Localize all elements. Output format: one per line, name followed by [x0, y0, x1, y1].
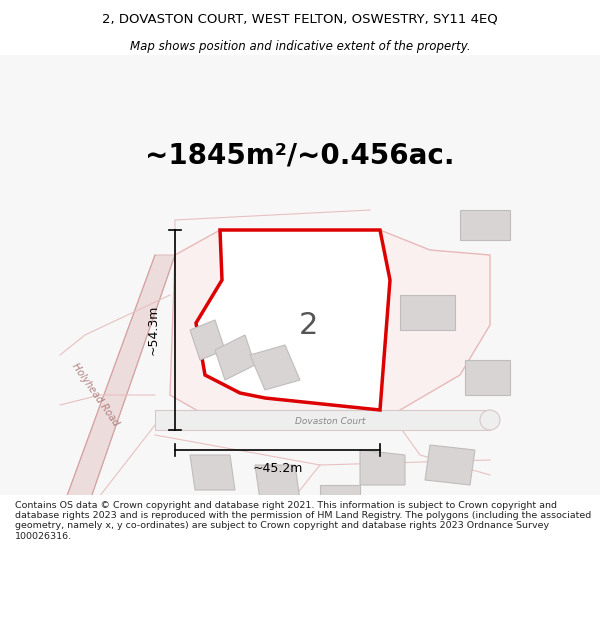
Text: ~45.2m: ~45.2m — [253, 461, 302, 474]
Text: Dovaston Court: Dovaston Court — [295, 418, 365, 426]
Ellipse shape — [480, 410, 500, 430]
Polygon shape — [60, 255, 175, 515]
Polygon shape — [320, 485, 360, 510]
Polygon shape — [425, 445, 475, 485]
Text: 2, DOVASTON COURT, WEST FELTON, OSWESTRY, SY11 4EQ: 2, DOVASTON COURT, WEST FELTON, OSWESTRY… — [102, 12, 498, 25]
Bar — [155, 410, 490, 430]
Text: ~54.3m: ~54.3m — [146, 305, 160, 355]
Polygon shape — [400, 295, 455, 330]
Polygon shape — [170, 230, 490, 425]
Polygon shape — [196, 230, 390, 410]
Polygon shape — [360, 450, 405, 485]
Text: Map shows position and indicative extent of the property.: Map shows position and indicative extent… — [130, 39, 470, 52]
Polygon shape — [190, 320, 225, 360]
Polygon shape — [465, 360, 510, 395]
Text: Holyhead Road: Holyhead Road — [70, 362, 121, 428]
Text: ~1845m²/~0.456ac.: ~1845m²/~0.456ac. — [145, 141, 455, 169]
Polygon shape — [255, 465, 300, 500]
Text: 2: 2 — [298, 311, 317, 339]
Polygon shape — [250, 345, 300, 390]
Polygon shape — [460, 210, 510, 240]
Text: Contains OS data © Crown copyright and database right 2021. This information is : Contains OS data © Crown copyright and d… — [15, 501, 591, 541]
Polygon shape — [215, 335, 255, 380]
Polygon shape — [190, 455, 235, 490]
